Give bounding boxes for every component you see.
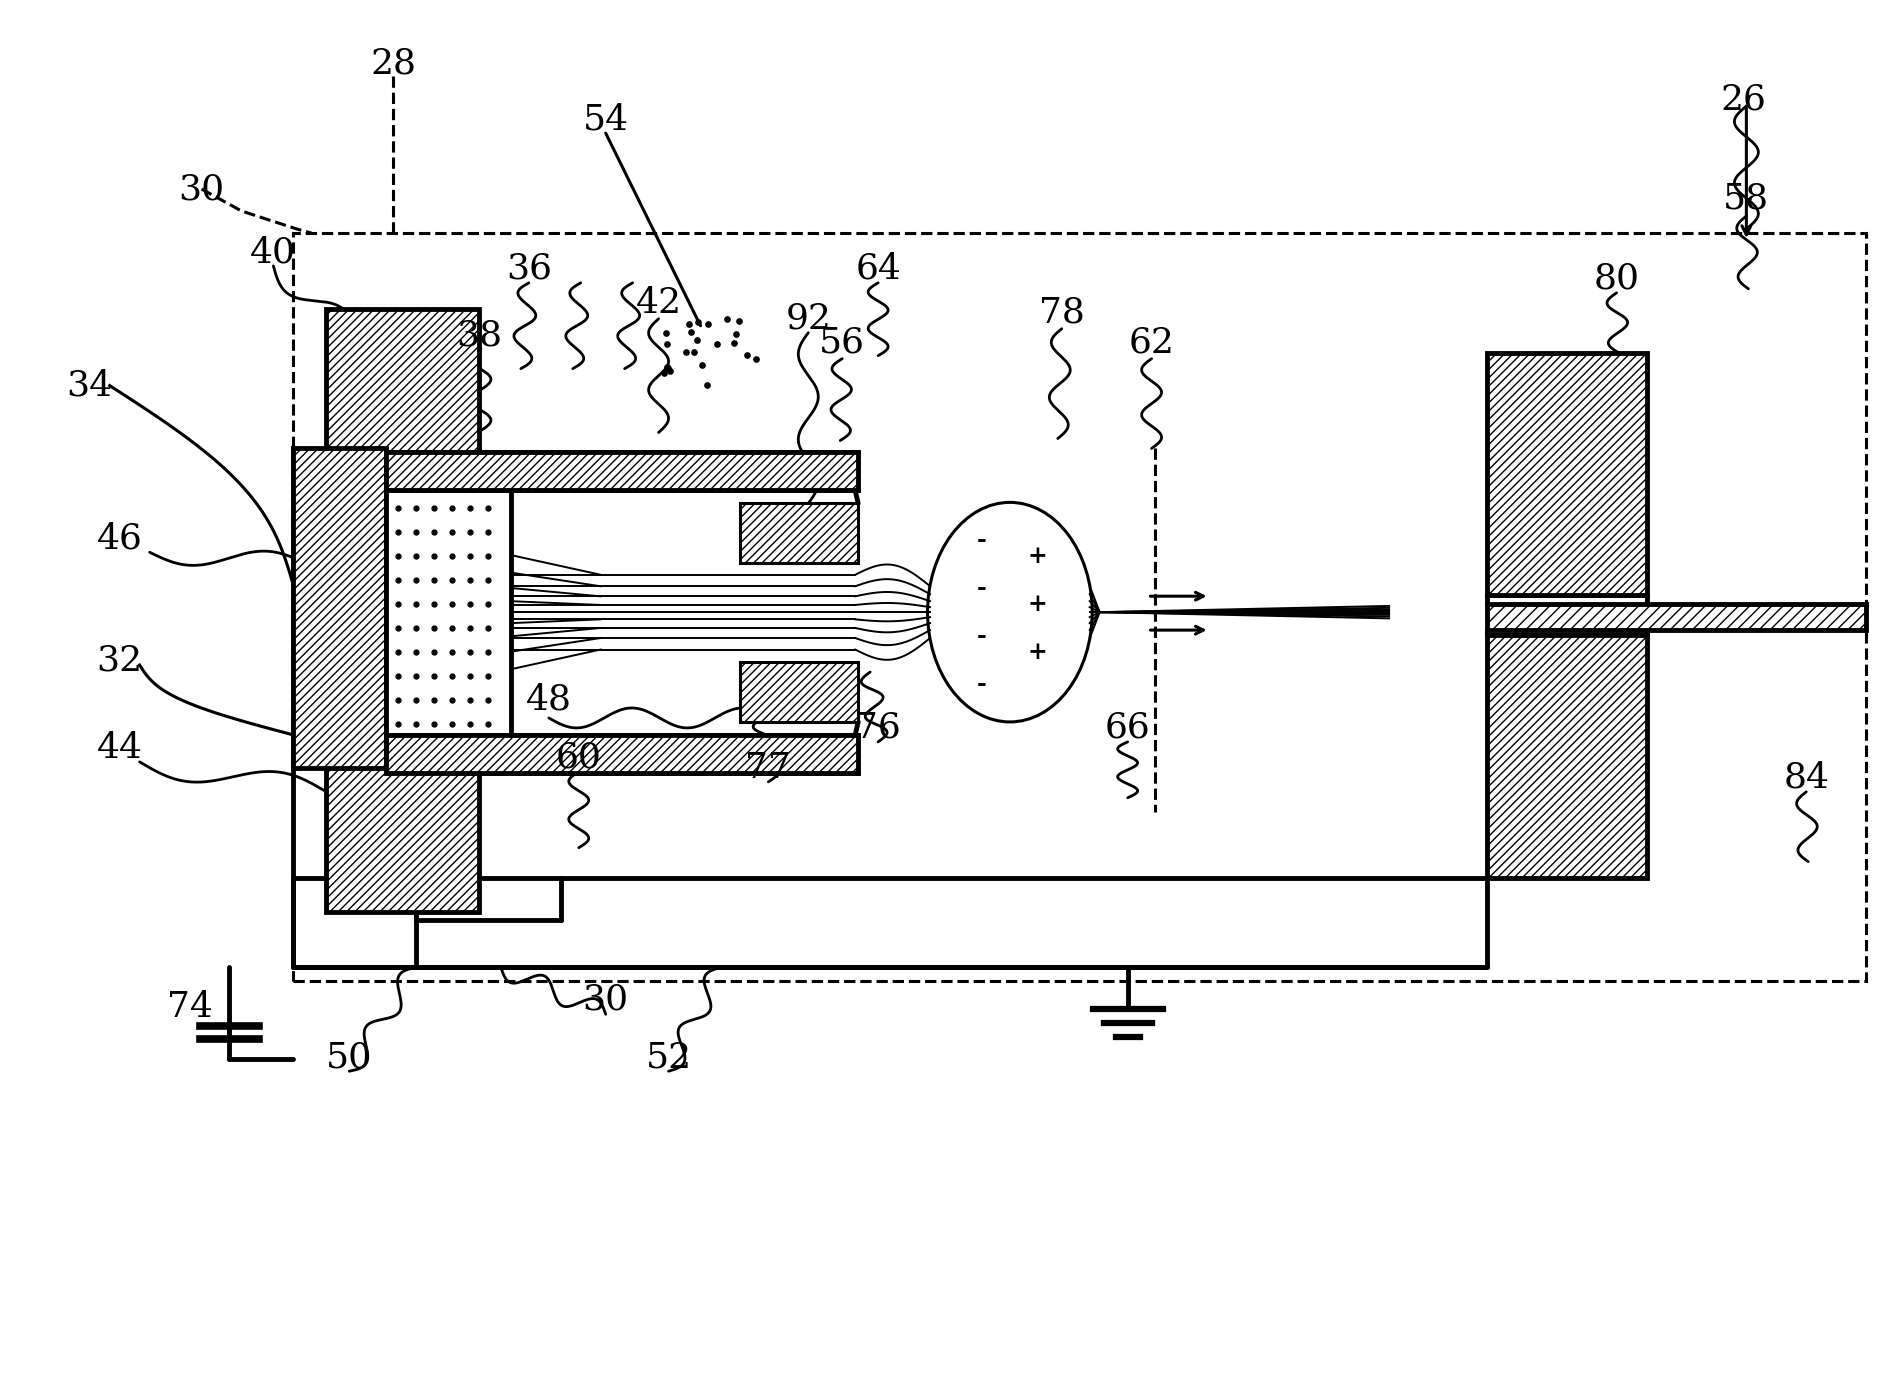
Text: 38: 38 xyxy=(456,319,502,353)
Text: 76: 76 xyxy=(855,710,901,745)
Text: -: - xyxy=(977,576,987,600)
Text: 78: 78 xyxy=(1038,295,1085,330)
Text: 80: 80 xyxy=(1593,262,1641,295)
Text: 32: 32 xyxy=(97,643,143,677)
Text: 66: 66 xyxy=(1104,710,1150,745)
Text: +: + xyxy=(1028,640,1047,664)
Bar xyxy=(293,234,1867,981)
Text: 40: 40 xyxy=(251,236,297,269)
Bar xyxy=(293,448,386,768)
Text: 74: 74 xyxy=(167,991,213,1025)
Text: +: + xyxy=(1028,592,1047,616)
Text: 48: 48 xyxy=(527,683,572,717)
Text: -: - xyxy=(977,624,987,649)
Bar xyxy=(327,309,479,452)
Text: 30: 30 xyxy=(582,982,629,1017)
Text: 30: 30 xyxy=(179,172,224,206)
Text: 62: 62 xyxy=(1129,326,1175,360)
Text: 36: 36 xyxy=(506,251,551,286)
Text: -: - xyxy=(977,672,987,697)
Text: 58: 58 xyxy=(1724,181,1770,216)
Text: 54: 54 xyxy=(582,102,629,136)
Text: 44: 44 xyxy=(97,731,143,765)
Text: 50: 50 xyxy=(327,1040,373,1074)
Text: -: - xyxy=(977,528,987,552)
Text: 64: 64 xyxy=(855,251,901,286)
Text: 77: 77 xyxy=(745,750,791,785)
Bar xyxy=(386,735,857,772)
Text: +: + xyxy=(1028,544,1047,569)
Text: 34: 34 xyxy=(67,368,112,403)
Bar xyxy=(1487,605,1867,631)
Bar xyxy=(327,760,479,911)
Text: 52: 52 xyxy=(646,1040,692,1074)
Text: 84: 84 xyxy=(1783,761,1829,794)
Text: 56: 56 xyxy=(819,326,865,360)
Bar xyxy=(739,662,857,721)
Bar xyxy=(386,491,511,735)
Bar xyxy=(739,503,857,563)
Bar xyxy=(1487,635,1646,878)
Text: 46: 46 xyxy=(97,521,143,555)
Text: 26: 26 xyxy=(1720,82,1766,117)
Text: 92: 92 xyxy=(785,302,831,335)
Text: 60: 60 xyxy=(555,741,603,775)
Text: 42: 42 xyxy=(635,286,682,320)
Bar xyxy=(1487,353,1646,595)
Text: 28: 28 xyxy=(371,47,416,80)
Bar xyxy=(386,452,857,491)
